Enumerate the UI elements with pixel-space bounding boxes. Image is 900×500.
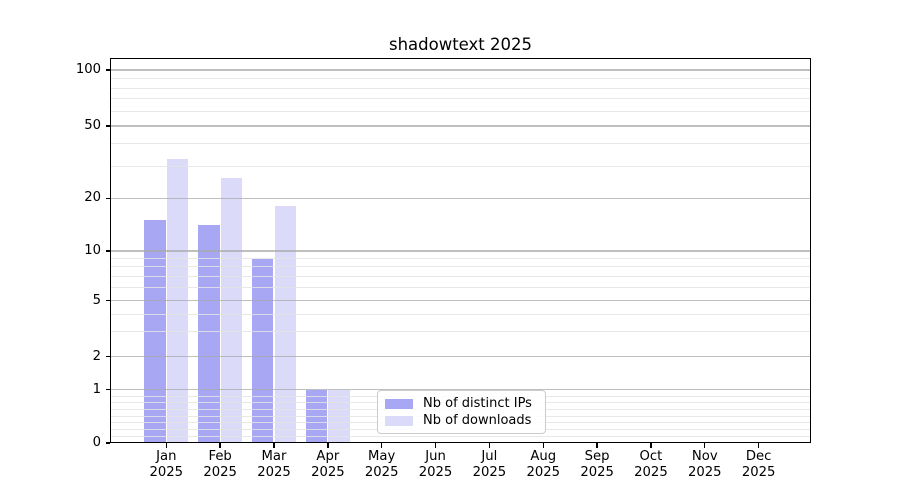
gridline-minor xyxy=(110,98,811,100)
legend: Nb of distinct IPs Nb of downloads xyxy=(377,390,546,434)
x-tick-label-oct: Oct 2025 xyxy=(623,449,679,480)
x-tick-year: 2025 xyxy=(257,464,291,480)
x-tick-mark xyxy=(273,443,275,448)
x-tick-month: Dec xyxy=(745,449,772,464)
legend-swatch-nb-of-downloads xyxy=(385,415,413,426)
gridline-major xyxy=(110,299,811,302)
x-tick-label-jan: Jan 2025 xyxy=(138,449,194,480)
grid-layer xyxy=(110,58,811,443)
y-tick-label: 2 xyxy=(92,348,101,364)
bar-nb-of-distinct-ips xyxy=(252,258,274,443)
x-tick-month: Apr xyxy=(316,449,340,464)
x-tick-mark xyxy=(757,443,760,448)
x-tick-label-aug: Aug 2025 xyxy=(515,449,571,480)
x-tick-year: 2025 xyxy=(203,464,237,480)
chart-title: shadowtext 2025 xyxy=(388,35,533,54)
x-tick-year: 2025 xyxy=(526,464,561,480)
gridline-minor xyxy=(110,78,811,79)
y-tick-label: 0 xyxy=(92,435,101,450)
x-tick-year: 2025 xyxy=(580,464,614,480)
x-tick-month: May xyxy=(368,449,396,464)
x-tick-label-dec: Dec 2025 xyxy=(731,449,787,480)
x-tick-month: Jan xyxy=(156,449,177,464)
x-tick-year: 2025 xyxy=(472,464,507,480)
gridline-major xyxy=(110,388,811,391)
y-tick-label: 1 xyxy=(92,381,101,397)
y-tick-mark xyxy=(106,125,110,127)
x-tick-month: Feb xyxy=(208,449,232,464)
y-tick-mark xyxy=(106,442,110,444)
x-tick-month: Aug xyxy=(530,449,557,464)
x-tick-mark xyxy=(650,443,652,448)
y-tick-mark xyxy=(106,250,110,252)
legend-swatch-nb-of-distinct-ips xyxy=(385,398,413,409)
gridline-minor xyxy=(110,143,811,145)
y-tick-mark xyxy=(106,69,110,71)
x-tick-month: Mar xyxy=(261,449,287,464)
x-tick-label-mar: Mar 2025 xyxy=(246,449,302,480)
gridline-major xyxy=(110,197,811,199)
gridline-minor xyxy=(110,435,811,437)
gridline-minor xyxy=(110,110,811,112)
x-tick-label-nov: Nov 2025 xyxy=(677,449,733,480)
gridline-major xyxy=(110,355,811,358)
x-tick-year: 2025 xyxy=(149,464,184,480)
gridline-minor xyxy=(110,313,811,315)
x-tick-mark xyxy=(488,443,491,448)
x-tick-mark xyxy=(434,443,437,448)
x-tick-month: Oct xyxy=(639,449,663,464)
x-tick-label-jun: Jun 2025 xyxy=(408,449,464,480)
x-tick-month: Jul xyxy=(481,449,498,464)
x-tick-year: 2025 xyxy=(311,464,345,480)
gridline-minor xyxy=(110,275,811,277)
y-tick-label: 5 xyxy=(92,292,101,308)
legend-row: Nb of downloads xyxy=(378,412,545,429)
gridline-major xyxy=(110,125,811,127)
bar-nb-of-downloads xyxy=(220,177,243,443)
x-tick-year: 2025 xyxy=(741,464,776,480)
x-tick-mark xyxy=(704,443,706,448)
x-tick-label-may: May 2025 xyxy=(354,449,410,480)
legend-label: Nb of distinct IPs xyxy=(423,396,532,411)
y-tick-label: 20 xyxy=(84,190,101,206)
bar-nb-of-downloads xyxy=(274,206,296,443)
gridline-minor xyxy=(110,87,811,89)
x-tick-mark xyxy=(165,443,167,448)
gridline-major xyxy=(110,250,811,252)
gridline-minor xyxy=(110,258,811,260)
legend-row: Nb of distinct IPs xyxy=(378,395,545,412)
x-tick-mark xyxy=(381,443,383,448)
x-tick-month: Sep xyxy=(584,449,610,464)
gridline-minor xyxy=(110,331,811,333)
x-tick-label-feb: Feb 2025 xyxy=(192,449,248,480)
x-tick-mark xyxy=(596,443,598,448)
x-tick-mark xyxy=(219,443,221,448)
x-tick-year: 2025 xyxy=(688,464,722,480)
x-tick-year: 2025 xyxy=(418,464,453,480)
x-tick-label-apr: Apr 2025 xyxy=(300,449,356,480)
y-tick-label: 100 xyxy=(75,62,101,77)
gridline-minor xyxy=(110,165,811,167)
y-tick-mark xyxy=(106,197,110,199)
y-tick-mark xyxy=(106,355,110,358)
plot-area xyxy=(110,58,811,443)
x-tick-year: 2025 xyxy=(634,464,668,480)
bar-nb-of-distinct-ips xyxy=(198,225,220,443)
x-tick-label-sep: Sep 2025 xyxy=(569,449,625,480)
gridline-minor xyxy=(110,286,811,288)
x-tick-month: Nov xyxy=(691,449,718,464)
gridline-minor xyxy=(110,266,811,268)
legend-label: Nb of downloads xyxy=(423,413,532,428)
y-tick-label: 50 xyxy=(84,118,101,133)
gridline-major xyxy=(110,69,811,71)
x-tick-mark xyxy=(327,443,329,448)
y-tick-mark xyxy=(106,299,110,302)
x-tick-year: 2025 xyxy=(364,464,399,480)
y-tick-mark xyxy=(106,388,110,391)
x-tick-month: Jun xyxy=(425,449,446,464)
y-tick-label: 10 xyxy=(84,243,101,258)
x-tick-mark xyxy=(542,443,544,448)
x-tick-label-jul: Jul 2025 xyxy=(461,449,517,480)
